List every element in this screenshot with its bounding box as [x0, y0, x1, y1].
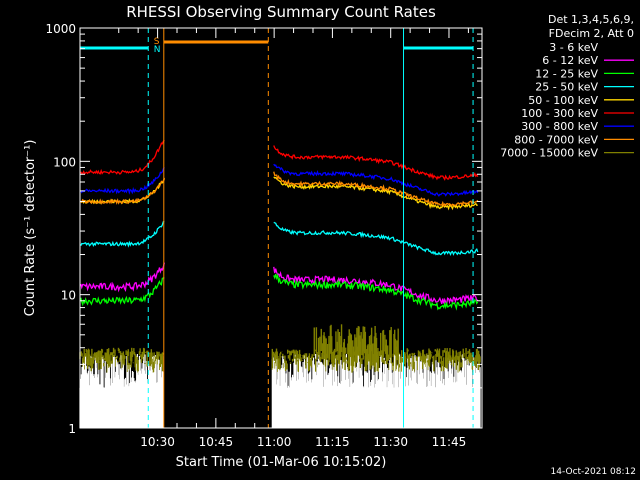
legend-entry-label: 7000 - 15000 keV [500, 147, 598, 160]
series-line-pre [80, 177, 165, 206]
legend-entry-label: 50 - 100 keV [528, 94, 598, 107]
x-tick-label: 11:30 [373, 435, 408, 449]
legend-entry-label: 25 - 50 keV [535, 81, 598, 94]
series-line-post [273, 163, 479, 197]
series-line-pre [80, 262, 165, 293]
series-line-pre [80, 220, 165, 248]
legend-entry-label: 800 - 7000 keV [514, 133, 598, 146]
x-tick-label: 11:15 [315, 435, 350, 449]
y-tick-label: 1 [68, 422, 76, 436]
series-layer [80, 139, 479, 311]
series-line-post [273, 171, 479, 208]
chart-title: RHESSI Observing Summary Count Rates [126, 3, 436, 21]
y-axis-label: Count Rate (s⁻¹ detector⁻¹) [23, 140, 38, 317]
footer-date: 14-Oct-2021 08:12 [551, 467, 636, 477]
x-tick-label: 10:45 [199, 435, 234, 449]
series-line-pre [80, 139, 165, 176]
series-line-pre [80, 277, 165, 307]
plot-frame [79, 27, 483, 429]
tick-layer: 1 10 100 1000 10:30 10:45 11:00 11:15 11:30 11:45 [45, 22, 482, 449]
series-line-post [273, 273, 479, 311]
legend-entry-label: 3 - 6 keV [549, 41, 598, 54]
legend-entry-label: 300 - 800 keV [521, 120, 598, 133]
legend-header-line-2: FDecim 2, Att 0 [549, 27, 634, 40]
y-tick-label: 10 [61, 289, 76, 303]
x-tick-label: 11:00 [257, 435, 292, 449]
y-tick-label: 1000 [45, 22, 76, 36]
x-axis-label: Start Time (01-Mar-06 10:15:02) [176, 455, 387, 470]
x-tick-label: 10:30 [140, 435, 175, 449]
series-line-post [273, 266, 479, 306]
series-line-post [273, 145, 479, 181]
legend: Det 1,3,4,5,6,9, FDecim 2, Att 0 3 - 6 k… [500, 13, 634, 160]
low-energy-noise-layer [79, 324, 481, 428]
legend-header-line-1: Det 1,3,4,5,6,9, [548, 13, 634, 26]
series-line-post [273, 221, 479, 256]
x-tick-label: 11:45 [432, 435, 467, 449]
legend-entry-label: 100 - 300 keV [521, 107, 598, 120]
saa-label: S [154, 37, 160, 47]
y-tick-label: 100 [53, 155, 76, 169]
night-label: N [154, 45, 161, 55]
legend-entry-label: 6 - 12 keV [542, 54, 598, 67]
series-line-pre [80, 166, 165, 195]
annotation-layer: SN [80, 28, 474, 428]
legend-entry-label: 12 - 25 keV [535, 67, 598, 80]
